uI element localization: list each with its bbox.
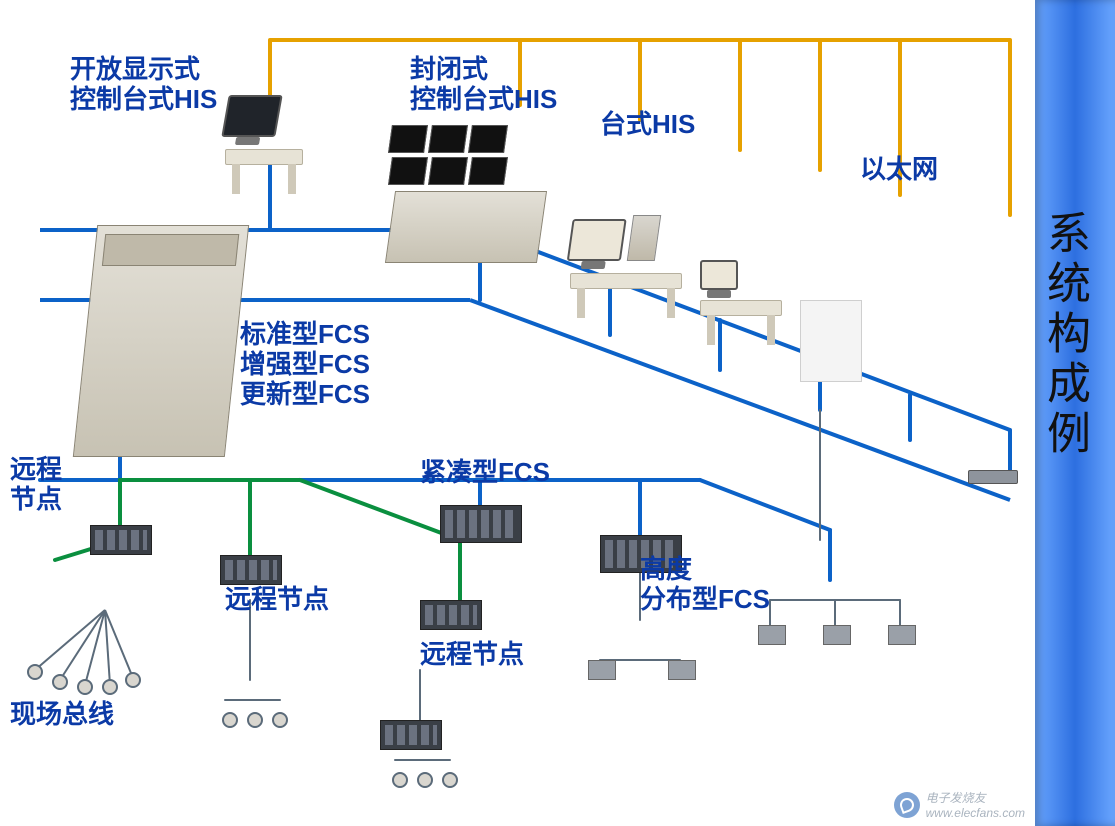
label-fcs-types: 标准型FCS 增强型FCS 更新型FCS: [240, 320, 370, 410]
device-endpoint-d: [588, 660, 616, 680]
watermark: 电子发烧友 www.elecfans.com: [894, 789, 1025, 820]
device-tall-cabinet: [85, 225, 237, 457]
label-field-bus: 现场总线: [10, 700, 114, 730]
label-remote-node3: 远程节点: [420, 640, 524, 670]
label-ethernet: 以太网: [860, 155, 938, 185]
device-remote-node-3: [420, 600, 482, 630]
label-desk-his: 台式HIS: [600, 110, 695, 140]
device-small-pc: [700, 260, 782, 316]
watermark-line1: 电子发烧友: [926, 789, 1025, 806]
label-dist-fcs: 高度 分布型FCS: [640, 555, 770, 615]
device-endpoint-c: [888, 625, 916, 645]
label-remote-node1: 远程 节点: [10, 455, 62, 515]
device-endpoint-a: [758, 625, 786, 645]
field-bus-sensors: [15, 600, 155, 710]
device-remote-node-2: [220, 555, 282, 585]
device-endpoint-b: [823, 625, 851, 645]
label-remote-node2: 远程节点: [225, 585, 329, 615]
device-endpoint-e: [668, 660, 696, 680]
label-compact-fcs: 紧凑型FCS: [420, 458, 550, 488]
remote2-sensors: [215, 685, 295, 745]
stage: 系统构成例: [0, 0, 1115, 826]
device-closed-his-console: [390, 125, 542, 263]
remote3-sensors: [385, 745, 465, 805]
device-modem: [968, 470, 1018, 484]
watermark-line2: www.elecfans.com: [926, 806, 1025, 820]
device-compact-fcs: [440, 505, 522, 543]
side-title: 系统构成例: [1033, 210, 1095, 460]
diagram-area: 开放显示式 控制台式HIS 封闭式 控制台式HIS 台式HIS 以太网标准型FCS 增…: [0, 0, 1035, 826]
label-closed-his: 封闭式 控制台式HIS: [410, 55, 557, 115]
device-open-his-console: [225, 95, 303, 165]
device-desk-his: [570, 215, 682, 289]
device-remote-node-1: [90, 525, 152, 555]
label-open-his: 开放显示式 控制台式HIS: [70, 55, 217, 115]
device-upright-box: [800, 300, 862, 382]
watermark-icon: [894, 792, 920, 818]
